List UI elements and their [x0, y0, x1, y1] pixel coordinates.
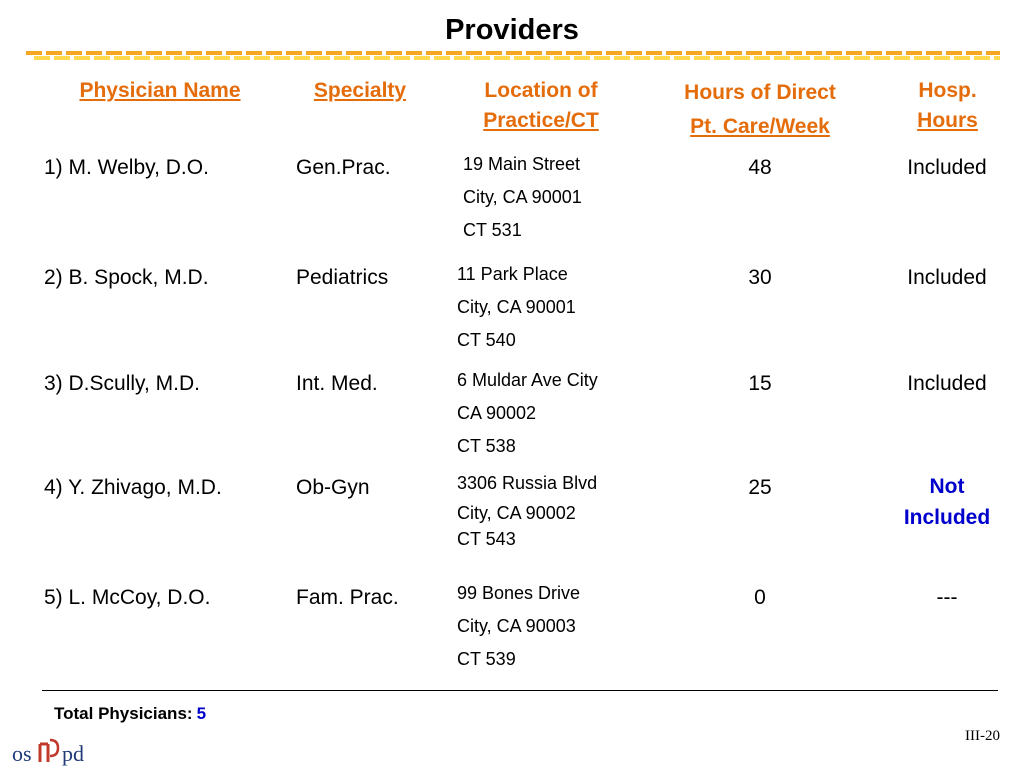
svg-text:pd: pd: [62, 741, 84, 766]
table-row-specialty: Fam. Prac.: [296, 586, 399, 609]
header-physician-name: Physician Name: [79, 79, 241, 102]
table-row-specialty: Gen.Prac.: [296, 156, 391, 179]
table-row-hosp: Included: [907, 372, 987, 395]
table-row-name: 3) D.Scully, M.D.: [44, 372, 200, 395]
table-row-hours: 0: [754, 586, 766, 609]
header-location: Location of Practice/CT: [483, 79, 599, 132]
table-row-hours: 48: [748, 156, 772, 179]
page-number: III-20: [965, 728, 1000, 744]
decorative-divider: [26, 51, 1000, 60]
page-title: Providers: [445, 14, 579, 46]
table-row-name: 5) L. McCoy, D.O.: [44, 586, 211, 609]
table-row-hosp: ---: [936, 586, 958, 609]
table-row-hours: 15: [748, 372, 772, 395]
table-row-location: 19 Main Street City, CA 90001 CT 531: [463, 154, 582, 240]
table-row-location: 99 Bones Drive City, CA 90003 CT 539: [457, 583, 581, 669]
table-row-location: 6 Muldar Ave City CA 90002 CT 538: [457, 370, 598, 456]
table-row-hosp: Not Included: [903, 475, 991, 529]
table-row-specialty: Pediatrics: [296, 266, 389, 289]
header-hours: Hours of Direct Pt. Care/Week: [684, 81, 836, 138]
footer-rule: [42, 690, 998, 691]
header-specialty: Specialty: [313, 79, 407, 102]
header-hosp-hours: Hosp. Hours: [917, 79, 978, 132]
table-row-name: 4) Y. Zhivago, M.D.: [44, 476, 222, 499]
table-row-hours: 30: [748, 266, 772, 289]
table-row-hosp: Included: [907, 266, 987, 289]
table-row-specialty: Int. Med.: [296, 372, 378, 395]
table-row-name: 1) M. Welby, D.O.: [44, 156, 209, 179]
total-physicians: Total Physicians: 5: [54, 704, 207, 723]
svg-text:os: os: [12, 741, 32, 766]
table-row-specialty: Ob-Gyn: [296, 476, 370, 499]
table-row-location: 11 Park Place City, CA 90001 CT 540: [457, 264, 576, 350]
table-row-hosp: Included: [907, 156, 987, 179]
table-row-location: 3306 Russia Blvd City, CA 90002 CT 543: [457, 473, 598, 549]
table-row-name: 2) B. Spock, M.D.: [44, 266, 209, 289]
oshpd-logo: os pd: [12, 738, 84, 766]
table-row-hours: 25: [748, 476, 772, 499]
